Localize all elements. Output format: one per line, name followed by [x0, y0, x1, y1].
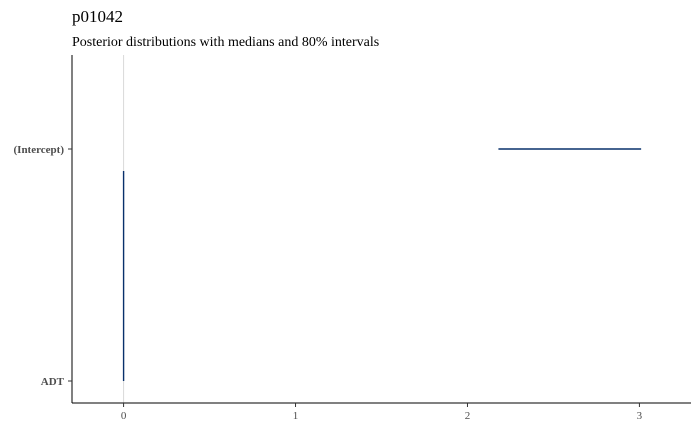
x-tick-label: 2: [465, 410, 471, 422]
chart-subtitle: Posterior distributions with medians and…: [72, 35, 379, 50]
y-tick-label: (Intercept): [14, 144, 65, 156]
x-tick-label: 3: [637, 410, 643, 422]
y-tick-label: ADT: [41, 376, 65, 388]
x-tick-label: 1: [293, 410, 299, 422]
x-tick-label: 0: [121, 410, 127, 422]
chart-title: p01042: [72, 7, 123, 26]
